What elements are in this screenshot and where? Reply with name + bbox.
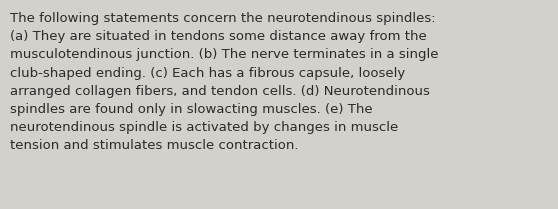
Text: tension and stimulates muscle contraction.: tension and stimulates muscle contractio… xyxy=(10,139,299,152)
Text: The following statements concern the neurotendinous spindles:: The following statements concern the neu… xyxy=(10,12,436,25)
Text: musculotendinous junction. (b) The nerve terminates in a single: musculotendinous junction. (b) The nerve… xyxy=(10,48,439,61)
Text: spindles are found only in slowacting muscles. (e) The: spindles are found only in slowacting mu… xyxy=(10,103,373,116)
Text: (a) They are situated in tendons some distance away from the: (a) They are situated in tendons some di… xyxy=(10,30,427,43)
Text: arranged collagen fibers, and tendon cells. (d) Neurotendinous: arranged collagen fibers, and tendon cel… xyxy=(10,85,430,98)
Text: neurotendinous spindle is activated by changes in muscle: neurotendinous spindle is activated by c… xyxy=(10,121,398,134)
Text: club-shaped ending. (c) Each has a fibrous capsule, loosely: club-shaped ending. (c) Each has a fibro… xyxy=(10,67,405,80)
